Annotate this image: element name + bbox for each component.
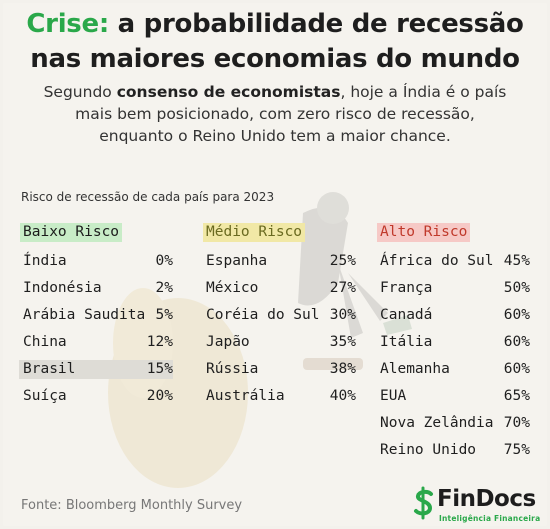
country-name: Itália: [380, 334, 433, 350]
country-name: EUA: [380, 388, 407, 404]
country-name: Japão: [206, 334, 250, 350]
source-note: Fonte: Bloomberg Monthly Survey: [21, 498, 243, 513]
country-name: Austrália: [206, 388, 285, 404]
table-row: Reino Unido 75%: [380, 437, 530, 464]
risk-value: 45%: [503, 253, 530, 269]
risk-value: 27%: [329, 280, 356, 296]
title-line1: a probabilidade de recessão: [108, 9, 524, 39]
country-name: Arábia Saudita: [23, 307, 146, 323]
table-row: Indonésia 2%: [23, 275, 173, 302]
table-row: França 50%: [380, 275, 530, 302]
risk-value: 40%: [329, 388, 356, 404]
country-name: Espanha: [206, 253, 268, 269]
medium-risk-column: Médio Risco Espanha 25% México 27% Coréia …: [203, 221, 356, 410]
table-row: Espanha 25%: [206, 248, 356, 275]
country-name: Rússia: [206, 361, 259, 377]
table-row: África do Sul 45%: [380, 248, 530, 275]
page-title: Crise: a probabilidade de recessão nas m…: [3, 7, 547, 77]
risk-value: 60%: [503, 334, 530, 350]
risk-value: 65%: [503, 388, 530, 404]
title-accent: Crise:: [26, 9, 109, 39]
high-risk-column: Alto Risco África do Sul 45% França 50% Ca…: [377, 221, 530, 464]
table-row: Japão 35%: [206, 329, 356, 356]
subtitle-emphasis: consenso de economistas: [116, 83, 341, 101]
table-row: Nova Zelândia 70%: [380, 410, 530, 437]
country-name: Canadá: [380, 307, 433, 323]
logo-wordmark: FinDocs: [437, 486, 536, 512]
low-risk-header: Baixo Risco: [20, 223, 123, 242]
table-row: China 12%: [23, 329, 173, 356]
medium-risk-header: Médio Risco: [203, 223, 306, 242]
table-row: Arábia Saudita 5%: [23, 302, 173, 329]
high-risk-header: Alto Risco: [377, 223, 471, 242]
country-name: Nova Zelândia: [380, 415, 494, 431]
risk-value: 25%: [329, 253, 356, 269]
country-name: Suíça: [23, 388, 67, 404]
table-row: EUA 65%: [380, 383, 530, 410]
table-row: Alemanha 60%: [380, 356, 530, 383]
table-row: Austrália 40%: [206, 383, 356, 410]
subtitle-text: Segundo: [43, 83, 117, 101]
table-row: Rússia 38%: [206, 356, 356, 383]
subtitle: Segundo consenso de economistas, hoje a …: [13, 81, 537, 147]
risk-value: 38%: [329, 361, 356, 377]
risk-value: 50%: [503, 280, 530, 296]
risk-value: 12%: [146, 334, 173, 350]
country-name: Brasil: [19, 360, 173, 379]
risk-value: 20%: [146, 388, 173, 404]
table-row: Itália 60%: [380, 329, 530, 356]
table-row: Índia 0%: [23, 248, 173, 275]
table-row-highlighted: Brasil 15%: [19, 356, 173, 383]
country-name: África do Sul: [380, 253, 494, 269]
country-name: China: [23, 334, 67, 350]
title-line2: nas maiores economias do mundo: [30, 44, 520, 74]
country-name: Coréia do Sul: [206, 307, 320, 323]
findocs-logo-icon: [414, 486, 433, 520]
risk-value: 60%: [503, 307, 530, 323]
country-name: Índia: [23, 253, 67, 269]
risk-value: 0%: [155, 253, 173, 269]
table-row: Suíça 20%: [23, 383, 173, 410]
table-row: Coréia do Sul 30%: [206, 302, 356, 329]
risk-value: 75%: [503, 442, 530, 458]
risk-value: 35%: [329, 334, 356, 350]
country-name: Reino Unido: [380, 442, 477, 458]
country-name: França: [380, 280, 433, 296]
subtitle-text: , hoje a Índia é o país: [340, 83, 507, 101]
table-row: México 27%: [206, 275, 356, 302]
country-name: Alemanha: [380, 361, 450, 377]
logo-tagline: Inteligência Financeira: [439, 514, 541, 523]
findocs-logo: FinDocs Inteligência Financeira: [411, 485, 545, 525]
table-row: Canadá 60%: [380, 302, 530, 329]
table-caption: Risco de recessão de cada país para 2023: [21, 190, 275, 204]
risk-value: 30%: [329, 307, 356, 323]
risk-value: 60%: [503, 361, 530, 377]
low-risk-column: Baixo Risco Índia 0% Indonésia 2% Arábia S…: [19, 221, 173, 410]
risk-value: 2%: [155, 280, 173, 296]
risk-value: 5%: [155, 307, 173, 323]
risk-value: 15%: [146, 361, 173, 377]
country-name: Indonésia: [23, 280, 102, 296]
infographic: Crise: a probabilidade de recessão nas m…: [3, 3, 547, 526]
country-name: México: [206, 280, 259, 296]
subtitle-line3: enquanto o Reino Unido tem a maior chanc…: [99, 127, 451, 145]
subtitle-line2: mais bem posicionado, com zero risco de …: [75, 105, 475, 123]
risk-value: 70%: [503, 415, 530, 431]
